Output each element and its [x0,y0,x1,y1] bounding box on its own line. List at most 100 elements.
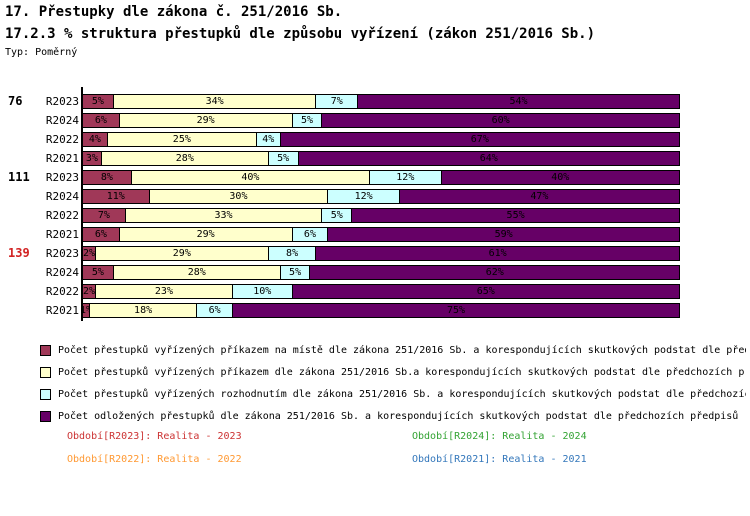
row-label: R2021 [45,152,79,165]
legend-swatch-icon [40,367,51,378]
bar-segment-prikaz: 23% [94,285,232,298]
y-axis-line [81,87,83,321]
bar-segment-odlozeno: 61% [315,247,679,260]
period-label-R2023: Období[R2023]: Realita - 2023 [67,431,242,442]
chart-type-label: Typ: Poměrný [5,47,78,58]
legend-text: Počet přestupků vyřízených příkazem na m… [58,345,746,356]
row-label: R2024 [45,114,79,127]
legend-text: Počet přestupků vyřízených rozhodnutím d… [58,389,746,400]
legend-text: Počet přestupků vyřízených příkazem dle … [58,367,746,378]
row-label: R2022 [45,285,79,298]
page-title: 17. Přestupky dle zákona č. 251/2016 Sb. [5,4,343,20]
group-label [0,189,36,204]
bar-segment-prikaz: 33% [124,209,322,222]
stacked-bar: 2% 29% 8% 61% [82,246,680,261]
bar-segment-prikaz_na_miste: 6% [83,228,119,241]
group-label [0,113,36,128]
bar-row-111-R2024: R2024 11% 30% 12% 47% [0,189,750,204]
bar-segment-rozhodnuti: 6% [291,228,328,241]
bar-row-76-R2024: R2024 6% 29% 5% 60% [0,113,750,128]
group-label [0,227,36,242]
group-label [0,151,36,166]
bar-row-139-R2024: R2024 5% 28% 5% 62% [0,265,750,280]
period-label-R2021: Období[R2021]: Realita - 2021 [412,454,587,465]
bar-row-111-R2023: 111 R2023 8% 40% 12% 40% [0,170,750,185]
bar-segment-prikaz_na_miste: 5% [83,95,113,108]
bar-segment-prikaz: 29% [118,228,292,241]
period-label-R2022: Období[R2022]: Realita - 2022 [67,454,242,465]
bar-segment-prikaz: 28% [112,266,280,279]
row-label: R2021 [45,304,79,317]
stacked-bar: 5% 28% 5% 62% [82,265,680,280]
bar-segment-odlozeno: 64% [297,152,679,165]
bar-segment-odlozeno: 62% [309,266,679,279]
bar-segment-prikaz_na_miste: 4% [83,133,107,146]
bar-row-139-R2022: R2022 2% 23% 10% 65% [0,284,750,299]
bar-segment-odlozeno: 75% [231,304,679,317]
stacked-bar: 8% 40% 12% 40% [82,170,680,185]
legend-swatch-icon [40,411,51,422]
legend-text: Počet odložených přestupků dle zákona 25… [58,411,739,422]
stacked-bar: 6% 29% 6% 59% [82,227,680,242]
group-label: 111 [8,170,30,184]
row-label: R2023 [45,95,79,108]
bar-segment-odlozeno: 54% [357,95,679,108]
legend-item-prikaz_na_miste: Počet přestupků vyřízených příkazem na m… [40,345,746,356]
stacked-bar-chart: 76 R2023 5% 34% 7% 54% R2024 6% 29% 5% 60% R2022 4% 2… [0,87,750,324]
group-label [0,208,36,223]
group-label [0,303,36,318]
bar-segment-prikaz: 29% [118,114,292,127]
legend-item-odlozeno: Počet odložených přestupků dle zákona 25… [40,411,746,422]
bar-segment-rozhodnuti: 5% [279,266,310,279]
stacked-bar: 3% 28% 5% 64% [82,151,680,166]
bar-segment-rozhodnuti: 12% [327,190,399,203]
bar-segment-prikaz: 30% [148,190,328,203]
chart-subtitle: 17.2.3 % struktura přestupků dle způsobu… [5,26,596,42]
bar-segment-prikaz_na_miste: 8% [83,171,131,184]
bar-segment-rozhodnuti: 5% [267,152,298,165]
bar-segment-rozhodnuti: 5% [321,209,352,222]
bar-segment-prikaz: 29% [94,247,268,260]
bar-row-76-R2022: R2022 4% 25% 4% 67% [0,132,750,147]
group-label [0,284,36,299]
bar-segment-rozhodnuti: 6% [196,304,232,317]
bar-segment-prikaz_na_miste: 7% [83,209,125,222]
bar-row-76-R2023: 76 R2023 5% 34% 7% 54% [0,94,750,109]
stacked-bar: 7% 33% 5% 55% [82,208,680,223]
series-legend: Počet přestupků vyřízených příkazem na m… [40,345,746,433]
bar-row-111-R2022: R2022 7% 33% 5% 55% [0,208,750,223]
bar-segment-prikaz_na_miste: 6% [83,114,119,127]
row-label: R2023 [45,247,79,260]
bar-segment-odlozeno: 55% [351,209,679,222]
bar-segment-odlozeno: 60% [321,114,679,127]
stacked-bar: 1%18%6%75% [82,303,680,318]
bar-segment-odlozeno: 40% [440,171,679,184]
legend-item-rozhodnuti: Počet přestupků vyřízených rozhodnutím d… [40,389,746,400]
bar-segment-prikaz_na_miste: 2% [83,247,95,260]
bar-segment-rozhodnuti: 10% [231,285,292,298]
bar-segment-rozhodnuti: 8% [267,247,316,260]
stacked-bar: 6% 29% 5% 60% [82,113,680,128]
bar-segment-rozhodnuti: 12% [369,171,441,184]
row-label: R2022 [45,209,79,222]
bar-segment-prikaz_na_miste: 11% [83,190,149,203]
bar-segment-prikaz: 34% [112,95,316,108]
bar-segment-rozhodnuti: 5% [291,114,322,127]
row-label: R2024 [45,266,79,279]
bar-segment-odlozeno: 47% [398,190,679,203]
row-label: R2022 [45,133,79,146]
bar-segment-odlozeno: 59% [327,228,679,241]
stacked-bar: 5% 34% 7% 54% [82,94,680,109]
bar-segment-odlozeno: 65% [291,285,679,298]
group-label [0,265,36,280]
bar-segment-prikaz_na_miste: 5% [83,266,113,279]
bar-row-76-R2021: R2021 3% 28% 5% 64% [0,151,750,166]
stacked-bar: 11% 30% 12% 47% [82,189,680,204]
group-label [0,132,36,147]
row-label: R2023 [45,171,79,184]
stacked-bar: 4% 25% 4% 67% [82,132,680,147]
period-label-R2024: Období[R2024]: Realita - 2024 [412,431,587,442]
group-label: 139 [8,246,30,260]
bar-row-111-R2021: R2021 6% 29% 6% 59% [0,227,750,242]
